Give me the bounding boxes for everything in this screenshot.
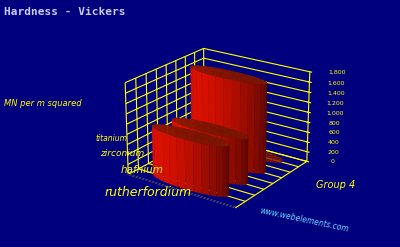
Text: titanium: titanium xyxy=(96,134,128,143)
Text: Hardness - Vickers: Hardness - Vickers xyxy=(4,7,126,17)
Text: MN per m squared: MN per m squared xyxy=(4,99,82,108)
Text: hafnium: hafnium xyxy=(121,165,164,175)
Text: rutherfordium: rutherfordium xyxy=(105,186,192,199)
Text: www.webelements.com: www.webelements.com xyxy=(259,206,349,234)
Text: Group 4: Group 4 xyxy=(316,180,356,190)
Text: zirconium: zirconium xyxy=(100,149,144,158)
